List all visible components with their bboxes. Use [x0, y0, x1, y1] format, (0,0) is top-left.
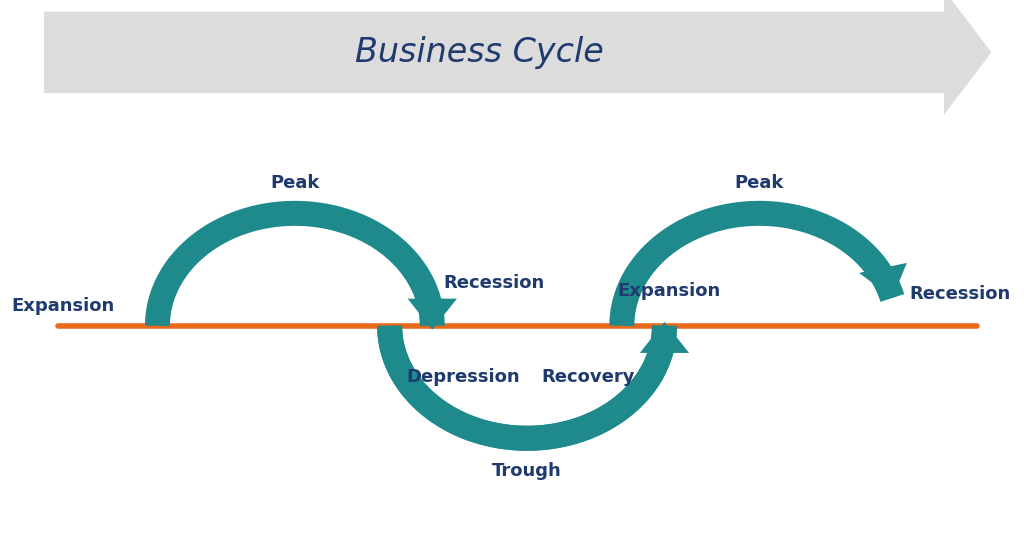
Text: Business Cycle: Business Cycle	[355, 36, 604, 69]
Text: Expansion: Expansion	[11, 298, 115, 315]
Text: Expansion: Expansion	[617, 282, 720, 300]
Text: Recovery: Recovery	[542, 369, 635, 387]
Text: Depression: Depression	[407, 369, 520, 387]
Text: Peak: Peak	[270, 174, 319, 192]
Polygon shape	[44, 0, 991, 115]
Text: Recession: Recession	[909, 285, 1011, 303]
Polygon shape	[859, 263, 907, 298]
Text: Trough: Trough	[493, 462, 562, 479]
Text: Recession: Recession	[443, 274, 545, 292]
Text: Peak: Peak	[734, 174, 784, 192]
Polygon shape	[408, 299, 457, 330]
Polygon shape	[640, 322, 689, 353]
